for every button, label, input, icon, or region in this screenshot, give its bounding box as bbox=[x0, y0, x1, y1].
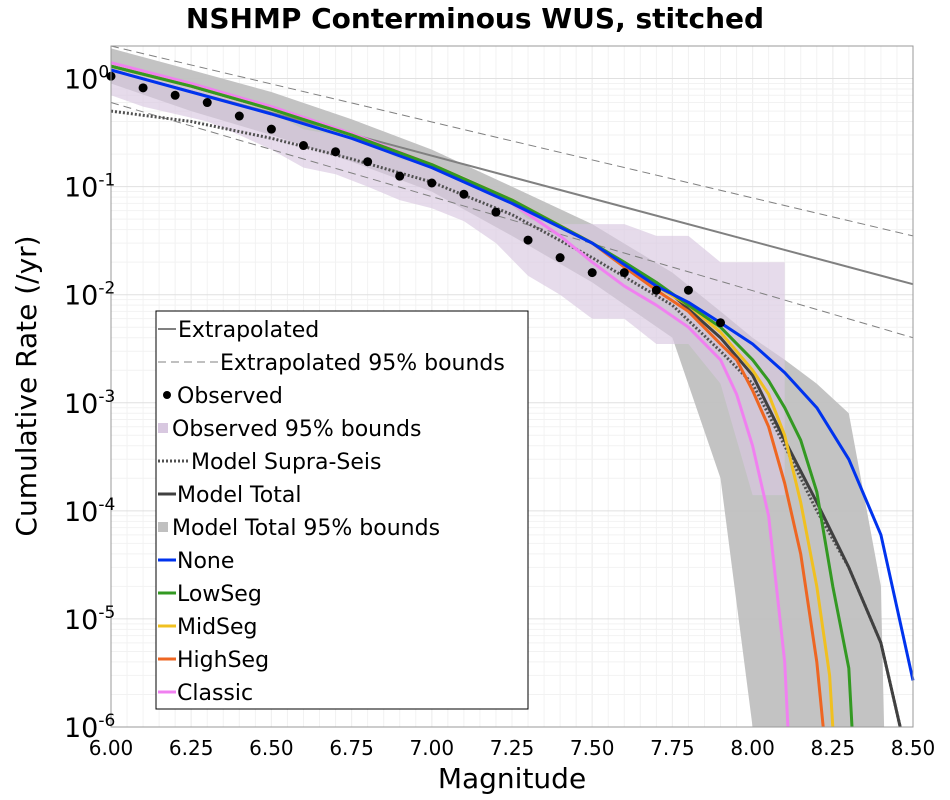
observed-point bbox=[427, 178, 437, 188]
legend-item-observed: Observed bbox=[163, 384, 283, 409]
legend-item-none: None bbox=[158, 549, 234, 574]
observed-point bbox=[331, 147, 341, 157]
x-tick-label: 8.00 bbox=[730, 736, 775, 760]
plot-frame bbox=[110, 45, 914, 728]
legend-item-model-total: Model Total bbox=[158, 483, 301, 508]
legend-item-classic: Classic bbox=[158, 681, 253, 706]
observed-point bbox=[266, 124, 276, 134]
y-tick-label: 10-1 bbox=[64, 171, 115, 204]
observed-point bbox=[491, 207, 501, 217]
legend-item-observed-label: Observed bbox=[177, 384, 283, 409]
legend-item-extrapolated-label: Extrapolated bbox=[178, 318, 319, 343]
legend-item-lowseg: LowSeg bbox=[158, 582, 262, 607]
legend-item-extrapolated: Extrapolated bbox=[158, 318, 319, 343]
legend-item-observed-marker bbox=[163, 391, 171, 399]
legend-item-highseg: HighSeg bbox=[158, 648, 269, 673]
observed-point bbox=[202, 98, 212, 108]
x-tick-label: 6.50 bbox=[249, 736, 294, 760]
observed-point bbox=[555, 253, 565, 263]
extrapolated-upper-bound bbox=[110, 45, 914, 237]
observed-point bbox=[138, 83, 148, 93]
y-tick-label: 10-5 bbox=[64, 603, 115, 636]
legend-item-observed-95-bounds-label: Observed 95% bounds bbox=[172, 417, 421, 442]
y-tick-label: 10-4 bbox=[64, 495, 115, 528]
legend-item-classic-label: Classic bbox=[177, 681, 253, 706]
legend: Extrapolated Extrapolated 95% bounds Obser… bbox=[155, 310, 529, 710]
points-layer bbox=[106, 71, 726, 328]
legend-item-lowseg-label: LowSeg bbox=[177, 582, 262, 607]
lines-layer bbox=[110, 45, 915, 728]
observed-point bbox=[298, 141, 308, 151]
legend-box bbox=[155, 310, 529, 710]
x-tick-label: 7.50 bbox=[570, 736, 615, 760]
x-tick-label: 6.00 bbox=[89, 736, 134, 760]
x-axis-label: Magnitude bbox=[438, 762, 586, 795]
y-tick-label: 10-2 bbox=[64, 279, 115, 312]
y-tick-label: 10-6 bbox=[64, 711, 115, 744]
legend-item-model-total-95-bounds: Model Total 95% bounds bbox=[158, 516, 440, 541]
legend-item-observed-95-bounds: Observed 95% bounds bbox=[158, 417, 421, 442]
legend-item-extrapolated-95-bounds-label: Extrapolated 95% bounds bbox=[220, 351, 505, 376]
x-tick-label: 8.25 bbox=[811, 736, 856, 760]
x-tick-label: 6.75 bbox=[329, 736, 374, 760]
observed-point bbox=[459, 189, 469, 199]
x-tick-label: 8.50 bbox=[891, 736, 936, 760]
observed-point bbox=[683, 285, 693, 295]
series-line-lowseg bbox=[110, 64, 854, 728]
y-tick-label: 10-3 bbox=[64, 387, 115, 420]
observed-point bbox=[523, 235, 533, 245]
legend-item-model-supra-seis: Model Supra-Seis bbox=[158, 450, 381, 475]
x-tick-label: 7.75 bbox=[650, 736, 695, 760]
legend-item-observed-95-bounds-marker bbox=[158, 423, 168, 433]
observed-point bbox=[170, 90, 180, 100]
extrapolated-lower-bound bbox=[110, 102, 914, 339]
chart-title: NSHMP Conterminous WUS, stitched bbox=[186, 2, 764, 35]
legend-item-extrapolated-95-bounds: Extrapolated 95% bounds bbox=[158, 351, 505, 376]
observed-point bbox=[234, 111, 244, 121]
y-tick-label: 100 bbox=[64, 63, 109, 96]
legend-item-model-total-95-bounds-label: Model Total 95% bounds bbox=[172, 516, 440, 541]
legend-item-highseg-label: HighSeg bbox=[177, 648, 269, 673]
observed-point bbox=[395, 171, 405, 181]
legend-item-model-total-95-bounds-marker bbox=[158, 522, 168, 532]
legend-item-none-label: None bbox=[177, 549, 234, 574]
x-tick-labels: 6.00 6.25 6.50 6.75 7.00 7.25 7.50 7.75 8.00 8.25… bbox=[89, 736, 936, 760]
y-tick-labels: 100 10-1 10-2 10-3 10-4 10-5 10-6 bbox=[64, 63, 115, 744]
observed-point bbox=[363, 157, 373, 167]
x-tick-label: 7.00 bbox=[410, 736, 455, 760]
y-axis-label: Cumulative Rate (/yr) bbox=[10, 235, 43, 536]
legend-item-midseg: MidSeg bbox=[158, 615, 258, 640]
legend-item-model-supra-seis-label: Model Supra-Seis bbox=[191, 450, 381, 475]
x-tick-label: 7.25 bbox=[490, 736, 535, 760]
observed-point bbox=[651, 285, 661, 295]
observed-point bbox=[716, 318, 726, 328]
legend-item-midseg-label: MidSeg bbox=[177, 615, 258, 640]
observed-point bbox=[619, 268, 629, 278]
observed-point bbox=[587, 268, 597, 278]
x-tick-label: 6.25 bbox=[169, 736, 214, 760]
legend-item-model-total-label: Model Total bbox=[177, 483, 301, 508]
series-line-classic bbox=[110, 61, 790, 728]
